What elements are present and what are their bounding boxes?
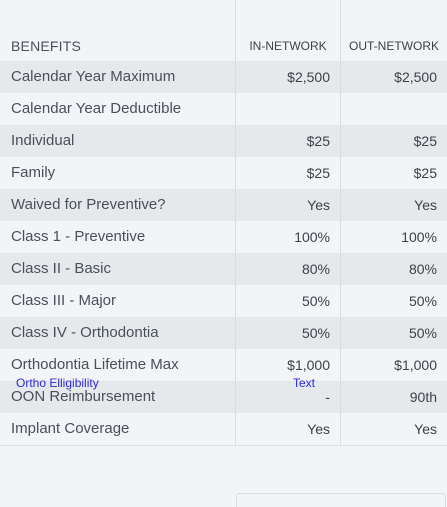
column-divider	[235, 0, 236, 445]
row-in-network-value: 50%	[301, 293, 330, 309]
row-in-network-value: 50%	[301, 325, 330, 341]
row-out-network-value: 90th	[409, 389, 437, 405]
header-out-network: OUT-NETWORK	[349, 39, 439, 53]
row-out-network-value: $2,500	[394, 69, 437, 85]
row-out-network-value: $1,000	[394, 357, 437, 373]
table-header-row: BENEFITS IN-NETWORK OUT-NETWORK	[0, 30, 447, 62]
bottom-panel-tab	[236, 493, 446, 507]
header-benefits: BENEFITS	[11, 38, 82, 54]
table-row: Calendar Year Maximum $2,500 $2,500	[0, 61, 447, 93]
row-in-network-value: 100%	[294, 229, 330, 245]
row-out-network-value: Yes	[414, 197, 437, 213]
row-label: Orthodontia Lifetime Max	[11, 356, 179, 373]
table-row: Class III - Major 50% 50%	[0, 285, 447, 317]
table-row: Implant Coverage Yes Yes	[0, 413, 447, 445]
row-label: Class III - Major	[11, 292, 117, 309]
table-row: Family $25 $25	[0, 157, 447, 189]
row-in-network-value: Yes	[307, 197, 330, 213]
text-link[interactable]: Text	[293, 376, 316, 390]
row-in-network-value: $25	[306, 165, 330, 181]
row-label: Calendar Year Deductible	[11, 100, 182, 117]
row-out-network-value: 50%	[408, 325, 437, 341]
row-label: Class 1 - Preventive	[11, 228, 146, 245]
benefits-table: BENEFITS IN-NETWORK OUT-NETWORK Calendar…	[0, 0, 447, 446]
row-in-network-value	[236, 93, 340, 125]
row-in-network-value: $1,000	[287, 357, 330, 373]
row-in-network-value: $2,500	[287, 69, 330, 85]
row-out-network-value: Yes	[414, 421, 437, 437]
row-out-network-value	[341, 93, 447, 125]
row-in-network-value: -	[325, 389, 330, 405]
row-in-network-value: 80%	[301, 261, 330, 277]
row-out-network-value: $25	[413, 133, 437, 149]
table-row: Waived for Preventive? Yes Yes	[0, 189, 447, 221]
table-row: Orthodontia Lifetime Max $1,000 $1,000	[0, 349, 447, 381]
row-label: Implant Coverage	[11, 420, 130, 437]
row-out-network-value: $25	[413, 165, 437, 181]
column-divider	[340, 0, 341, 445]
table-row: OON Reimbursement - 90th	[0, 381, 447, 413]
row-label: Class II - Basic	[11, 260, 112, 277]
table-row: Class IV - Orthodontia 50% 50%	[0, 317, 447, 349]
row-label: Calendar Year Maximum	[11, 68, 176, 85]
header-in-network: IN-NETWORK	[249, 39, 327, 53]
table-row: Class 1 - Preventive 100% 100%	[0, 221, 447, 253]
row-out-network-value: 80%	[408, 261, 437, 277]
row-out-network-value: 50%	[408, 293, 437, 309]
table-row: Individual $25 $25	[0, 125, 447, 157]
ortho-eligibility-link[interactable]: Ortho Elligibility	[16, 376, 99, 390]
row-label: Family	[11, 164, 56, 181]
row-label: Waived for Preventive?	[11, 196, 166, 213]
row-in-network-value: Yes	[307, 421, 330, 437]
row-label: Individual	[11, 132, 75, 149]
table-row: Class II - Basic 80% 80%	[0, 253, 447, 285]
row-out-network-value: 100%	[401, 229, 437, 245]
table-row: Calendar Year Deductible	[0, 93, 447, 125]
row-label: OON Reimbursement	[11, 388, 156, 405]
row-in-network-value: $25	[306, 133, 330, 149]
row-label: Class IV - Orthodontia	[11, 324, 159, 341]
